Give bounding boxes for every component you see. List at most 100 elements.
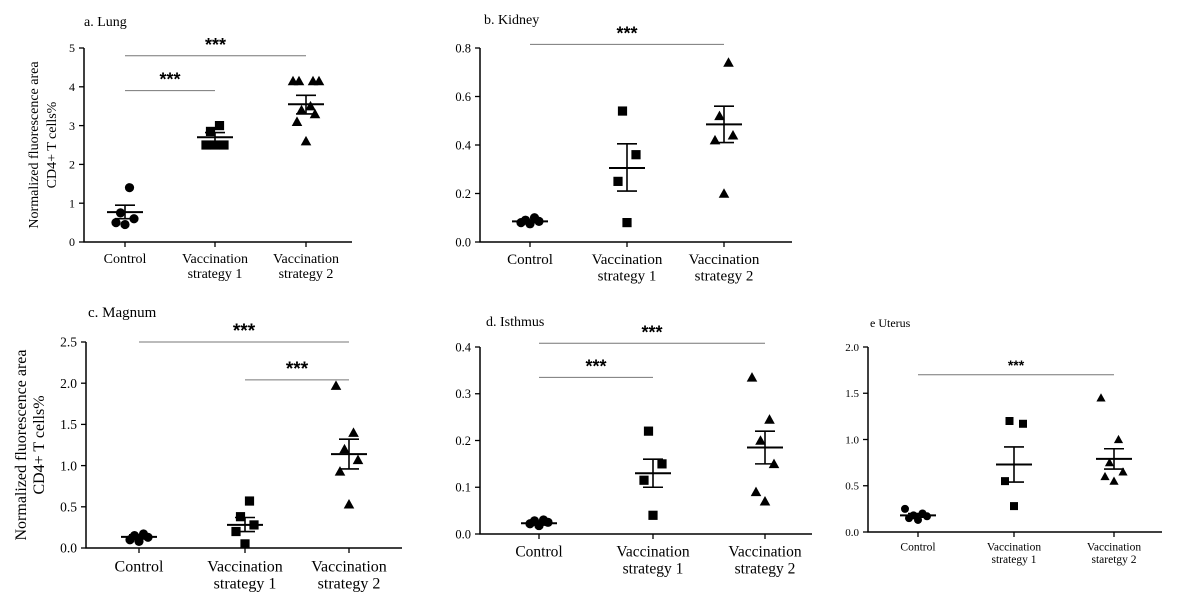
chart-d-point — [639, 475, 649, 485]
chart-d-xtick-label: strategy 2 — [735, 560, 796, 577]
chart-b-xtick-label: Vaccination — [592, 252, 663, 268]
chart-e-point — [901, 504, 909, 513]
chart-c-point — [352, 454, 364, 465]
chart-b-xtick-label: strategy 2 — [695, 268, 754, 284]
chart-a-xtick-label: strategy 1 — [188, 267, 243, 282]
chart-b-point — [723, 57, 734, 67]
chart-c-point — [129, 531, 140, 541]
chart-a-point — [111, 218, 121, 228]
chart-e-point — [1001, 477, 1009, 486]
chart-a-point — [305, 100, 316, 111]
chart-b-xtick-label: strategy 1 — [598, 268, 657, 284]
chart-a-point — [219, 140, 229, 150]
chart-a-ytick-label: 1 — [69, 196, 75, 210]
chart-a-point — [201, 140, 211, 150]
chart-e-ytick-label: 2.0 — [845, 342, 859, 354]
chart-a-point — [124, 183, 135, 193]
chart-e-point — [1118, 467, 1128, 476]
chart-d-sig-label: *** — [641, 322, 662, 342]
chart-b-ytick-label: 0.6 — [455, 90, 471, 104]
chart-a-point — [214, 121, 225, 131]
chart-a-xtick-label: Control — [104, 252, 147, 267]
chart-e-xtick-label: staretgy 2 — [1091, 554, 1136, 566]
chart-c-point — [343, 499, 355, 509]
chart-c-point — [334, 466, 346, 476]
chart-a-point — [205, 126, 216, 137]
chart-b-ytick-label: 0.8 — [455, 41, 471, 55]
chart-b-ytick-label: 0.4 — [455, 138, 471, 152]
chart-a-point — [291, 116, 303, 126]
chart-a-title: a. Lung — [84, 15, 127, 30]
chart-c-xtick-label: Control — [115, 558, 164, 575]
chart-b-xtick-label: Control — [507, 252, 553, 268]
chart-e-xtick-label: Control — [900, 541, 935, 553]
chart-c-ytick-label: 0.5 — [60, 500, 77, 515]
chart-e-ytick-label: 0.5 — [845, 481, 859, 493]
chart-c-ytick-label: 2.5 — [60, 335, 77, 350]
chart-c-title: c. Magnum — [88, 305, 157, 321]
chart-a-ytick-label: 3 — [69, 119, 75, 133]
chart-c-xtick-label: Vaccination — [207, 558, 283, 575]
chart-d-ytick-label: 0.0 — [455, 527, 471, 541]
chart-e-ytick-label: 0.0 — [845, 527, 859, 539]
chart-b-point — [714, 110, 725, 121]
chart-a-point — [293, 75, 305, 86]
chart-a-point — [300, 135, 312, 146]
chart-c-ytick-label: 1.5 — [60, 417, 77, 432]
chart-e-point — [1100, 471, 1110, 481]
chart-e-sig-label: *** — [1008, 357, 1025, 373]
chart-b-point — [718, 188, 730, 198]
chart-a-xtick-label: Vaccination — [273, 252, 339, 267]
chart-c-sig-label: *** — [286, 359, 309, 380]
chart-c-ylabel-line-1: Normalized fluorescence area — [13, 350, 30, 541]
chart-b-point — [631, 150, 641, 160]
chart-c-xtick-label: strategy 1 — [214, 576, 277, 593]
chart-c-point — [240, 539, 250, 549]
chart-c-ytick-label: 2.0 — [60, 376, 77, 391]
chart-d-point — [648, 510, 658, 520]
chart-e-point — [1019, 419, 1027, 428]
chart-a-ylabel-line-1: Normalized fluorescence area — [27, 61, 42, 229]
chart-b-point — [613, 176, 623, 186]
chart-c-point — [235, 512, 246, 522]
chart-d-point — [750, 486, 762, 497]
chart-b-point — [617, 106, 628, 116]
chart-d-point — [746, 372, 758, 382]
chart-e-ytick-label: 1.5 — [845, 388, 859, 400]
chart-b-point — [727, 130, 739, 140]
chart-c-ytick-label: 0.0 — [60, 541, 77, 556]
chart-c-xtick-label: strategy 2 — [318, 576, 381, 593]
chart-e-xtick-label: Vaccination — [1087, 541, 1142, 553]
chart-c-ylabel-line-2: CD4+ T cells% — [31, 395, 48, 494]
chart-b-ytick-label: 0.2 — [455, 187, 471, 201]
chart-d-ytick-label: 0.2 — [455, 434, 471, 448]
chart-d-ytick-label: 0.1 — [455, 481, 471, 495]
chart-a-ytick-label: 2 — [69, 158, 75, 172]
chart-e-xtick-label: Vaccination — [987, 541, 1042, 553]
chart-d-title: d. Isthmus — [486, 315, 544, 330]
chart-d-sig-label: *** — [585, 356, 606, 376]
chart-d-point — [755, 435, 766, 445]
chart-d-xtick-label: strategy 1 — [623, 560, 684, 577]
chart-e-point — [1010, 502, 1018, 511]
chart-c-xtick-label: Vaccination — [311, 558, 387, 575]
chart-d-point — [643, 426, 654, 436]
chart-a-ytick-label: 4 — [69, 80, 75, 94]
chart-c-point — [244, 496, 255, 506]
chart-d-xtick-label: Control — [515, 544, 562, 561]
chart-b-ytick-label: 0.0 — [455, 235, 471, 249]
chart-e-title: e Uterus — [870, 316, 911, 330]
chart-a-point — [210, 140, 220, 150]
chart-e-point — [1005, 417, 1014, 425]
chart-e-point — [1109, 476, 1119, 485]
chart-c-point — [348, 427, 359, 437]
chart-d-xtick-label: Vaccination — [728, 544, 801, 561]
chart-a-sig-label: *** — [205, 35, 226, 55]
chart-c-ytick-label: 1.0 — [60, 458, 77, 473]
chart-a-point — [307, 75, 319, 86]
chart-a-ylabel-line-2: CD4+ T cells% — [45, 101, 60, 188]
chart-e-ytick-label: 1.0 — [845, 434, 859, 446]
chart-e-xtick-label: strategy 1 — [991, 554, 1036, 566]
chart-e-point — [1096, 393, 1106, 402]
